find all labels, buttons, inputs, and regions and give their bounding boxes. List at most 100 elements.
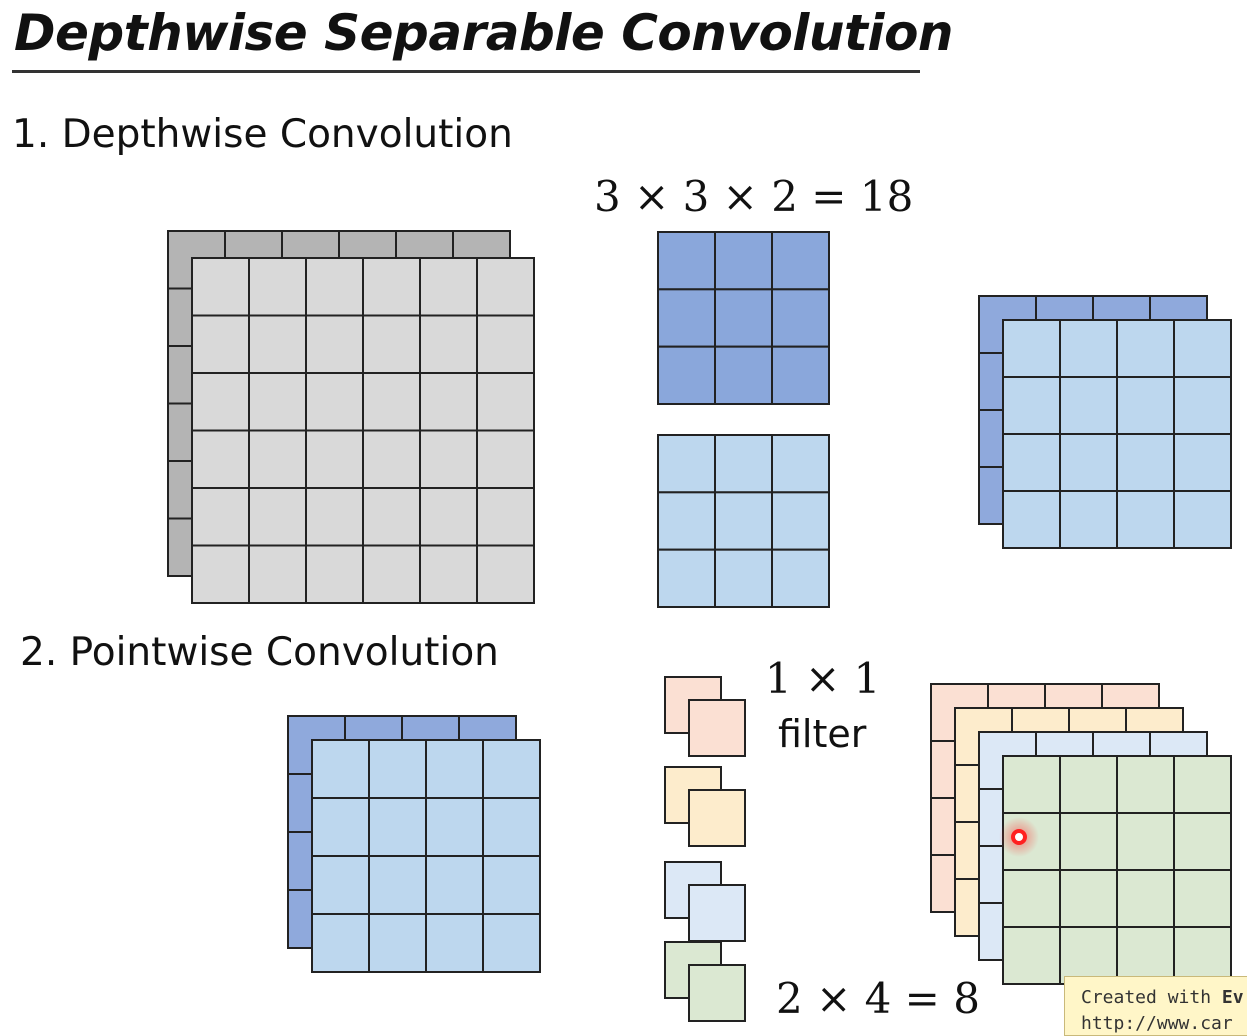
grid-cell xyxy=(419,544,478,604)
grid-cell xyxy=(419,429,478,489)
grid-cell xyxy=(1173,869,1232,928)
grid-cell xyxy=(1173,755,1232,814)
grid-cell xyxy=(657,231,716,291)
grid-cell xyxy=(482,855,541,915)
grid-cell xyxy=(191,257,250,317)
watermark-prefix: Created with xyxy=(1081,987,1222,1008)
grid-cell xyxy=(714,345,773,405)
grid-cell xyxy=(362,429,421,489)
kernel-grid-light xyxy=(657,434,830,609)
grid-cell xyxy=(311,739,370,799)
grid-cell xyxy=(1116,490,1175,549)
grid-cell xyxy=(1002,869,1061,928)
grid-cell xyxy=(419,487,478,547)
grid-cell xyxy=(368,797,427,857)
grid-cell xyxy=(1059,812,1118,871)
grid-cell xyxy=(714,288,773,348)
grid-cell xyxy=(482,913,541,973)
grid-cell xyxy=(191,487,250,547)
title-underline xyxy=(12,70,920,73)
grid-cell xyxy=(771,345,830,405)
grid-cell xyxy=(714,491,773,551)
grid-cell xyxy=(714,548,773,609)
grid-cell xyxy=(311,797,370,857)
grid-cell xyxy=(1002,490,1061,549)
grid-cell xyxy=(362,544,421,604)
grid-cell xyxy=(305,314,364,374)
input-volume xyxy=(167,230,535,604)
input-channel-front xyxy=(191,257,535,604)
pointwise-input-front xyxy=(311,739,541,973)
filter-pair-blue-front xyxy=(688,884,746,942)
grid-cell xyxy=(305,487,364,547)
grid-cell xyxy=(1116,433,1175,492)
grid-cell xyxy=(1002,433,1061,492)
grid-cell xyxy=(1116,869,1175,928)
grid-cell xyxy=(714,434,773,494)
pointwise-input-volume xyxy=(287,715,541,973)
grid-cell xyxy=(305,429,364,489)
pointwise-equation: 2 × 4 = 8 xyxy=(776,974,980,1023)
grid-cell xyxy=(476,314,535,374)
grid-cell xyxy=(476,372,535,432)
grid-cell xyxy=(1059,869,1118,928)
highlight-dot xyxy=(1011,829,1027,845)
grid-cell xyxy=(476,487,535,547)
grid-cell xyxy=(1059,433,1118,492)
grid-cell xyxy=(419,314,478,374)
grid-cell xyxy=(688,964,746,1022)
filter-pair-yellow-front xyxy=(688,789,746,847)
grid-cell xyxy=(1116,376,1175,435)
grid-cell xyxy=(425,913,484,973)
grid-cell xyxy=(1059,376,1118,435)
grid-cell xyxy=(771,231,830,291)
grid-cell xyxy=(482,797,541,857)
grid-cell xyxy=(1173,319,1232,378)
grid-cell xyxy=(362,314,421,374)
grid-cell xyxy=(1173,812,1232,871)
watermark-bold: Ev xyxy=(1221,987,1244,1008)
grid-cell xyxy=(425,855,484,915)
grid-cell xyxy=(368,913,427,973)
grid-cell xyxy=(1059,490,1118,549)
grid-cell xyxy=(1002,755,1061,814)
grid-cell xyxy=(1173,490,1232,549)
grid-cell xyxy=(191,372,250,432)
grid-cell xyxy=(1116,926,1175,985)
grid-cell xyxy=(1002,319,1061,378)
grid-cell xyxy=(657,345,716,405)
output-map-green xyxy=(1002,755,1232,985)
grid-cell xyxy=(1059,319,1118,378)
grid-cell xyxy=(425,797,484,857)
filter-word-label: filter xyxy=(778,712,867,756)
grid-cell xyxy=(771,548,830,609)
grid-cell xyxy=(476,544,535,604)
grid-cell xyxy=(771,288,830,348)
depthwise-output-volume xyxy=(978,295,1232,549)
grid-cell xyxy=(248,429,307,489)
grid-cell xyxy=(191,429,250,489)
watermark-url: http://www.car xyxy=(1081,1013,1233,1034)
grid-cell xyxy=(419,372,478,432)
pointwise-filters xyxy=(664,676,746,1022)
grid-cell xyxy=(688,884,746,942)
grid-cell xyxy=(1059,755,1118,814)
pointwise-output-volume xyxy=(930,683,1232,985)
grid-cell xyxy=(248,257,307,317)
grid-cell xyxy=(248,314,307,374)
cursor-highlight xyxy=(999,817,1039,857)
grid-cell xyxy=(688,699,746,757)
grid-cell xyxy=(305,372,364,432)
grid-cell xyxy=(657,434,716,494)
grid-cell xyxy=(368,855,427,915)
depthwise-kernel-1 xyxy=(657,231,830,405)
filter-size-label: 1 × 1 xyxy=(765,654,881,703)
grid-cell xyxy=(688,789,746,847)
grid-cell xyxy=(476,257,535,317)
filter-pair-green-front xyxy=(688,964,746,1022)
watermark: Created with Ev http://www.car xyxy=(1064,976,1247,1036)
grid-cell xyxy=(1173,376,1232,435)
grid-cell xyxy=(311,855,370,915)
grid-cell xyxy=(1116,812,1175,871)
grid-cell xyxy=(771,434,830,494)
